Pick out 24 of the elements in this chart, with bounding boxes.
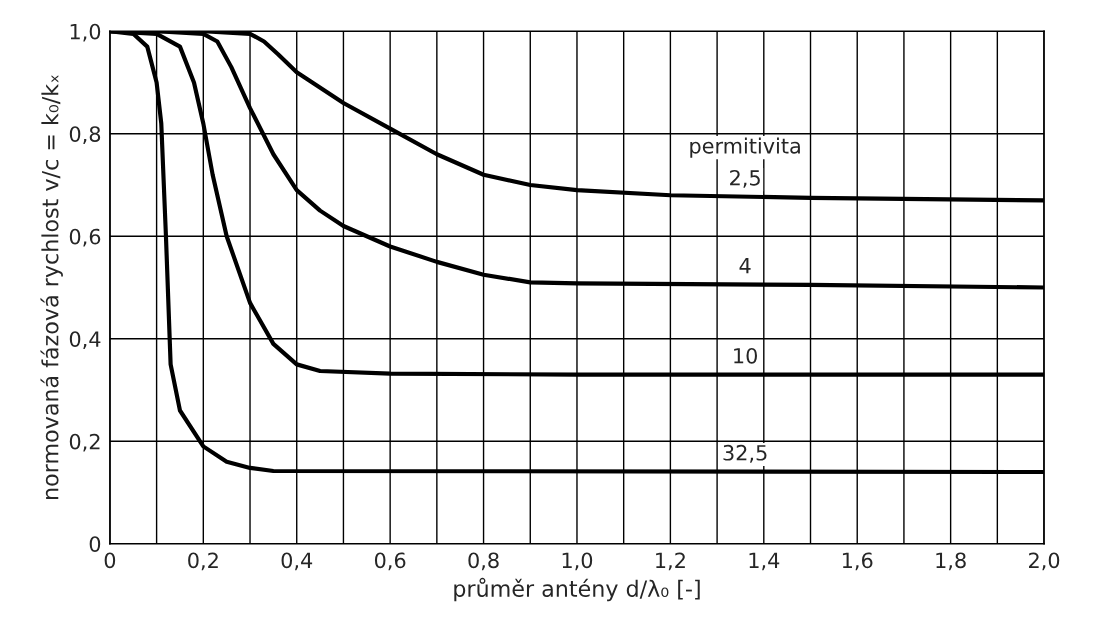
y-tick-label: 0,4 xyxy=(69,331,101,350)
x-tick-label: 0,6 xyxy=(374,552,406,571)
y-tick-label: 0 xyxy=(89,536,101,552)
y-tick-label: 0,6 xyxy=(69,228,101,247)
x-tick-label: 1,2 xyxy=(656,552,685,571)
y-tick-label: 0,8 xyxy=(69,126,101,145)
series-label: 2,5 xyxy=(730,169,760,188)
x-tick-label: 0 xyxy=(104,552,116,569)
annotation: permitivita xyxy=(690,137,800,158)
y-tick-label: 1,0 xyxy=(70,23,101,42)
x-tick-label: 1,0 xyxy=(562,552,593,571)
x-tick-label: 1,6 xyxy=(842,552,873,571)
x-tick-label: 0,2 xyxy=(188,552,218,571)
y-axis-title: normovaná fázová rychlost v/c = k₀/kₓ xyxy=(40,75,63,500)
y-tick-label: 0,2 xyxy=(69,433,100,452)
x-tick-label: 0,4 xyxy=(281,552,313,571)
x-tick-label: 2,0 xyxy=(1029,552,1060,571)
x-tick-label: 1,8 xyxy=(936,552,966,571)
series-label: 10 xyxy=(734,347,757,364)
x-tick-label: 1,4 xyxy=(749,552,780,571)
series-label: 32,5 xyxy=(723,444,767,463)
x-tick-label: 0,8 xyxy=(468,552,499,571)
x-axis-title: průměr antény d/λ₀ [-] xyxy=(454,577,700,602)
series-label: 4 xyxy=(739,258,751,274)
